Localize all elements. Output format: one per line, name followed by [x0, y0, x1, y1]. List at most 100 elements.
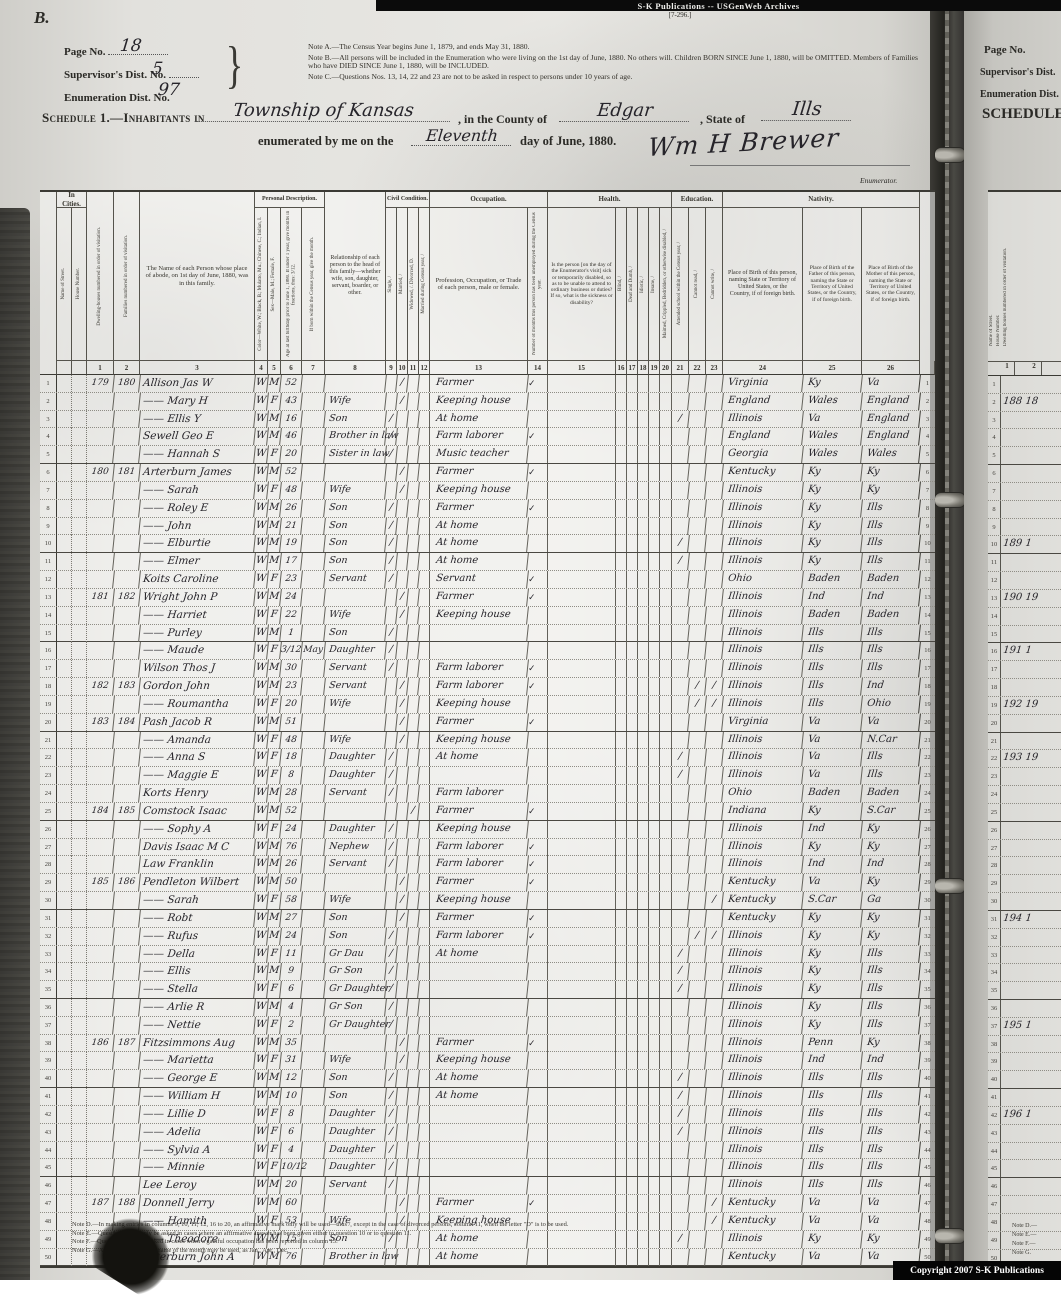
- column-number: 25: [803, 361, 862, 375]
- census-cell: 16: [280, 410, 303, 428]
- census-cell: [688, 1088, 707, 1106]
- census-cell: [627, 1016, 638, 1034]
- col-street: Name of Street.: [57, 208, 72, 361]
- next-page-sliver: [964, 0, 1061, 1280]
- census-cell: [660, 678, 672, 696]
- census-cell: ✓: [528, 571, 548, 589]
- page-no-rule: [108, 54, 169, 55]
- census-cell: [649, 1159, 660, 1177]
- census-cell: [113, 428, 141, 446]
- census-cell: [57, 1230, 72, 1248]
- census-cell: [671, 856, 690, 874]
- census-cell: [301, 820, 326, 838]
- col-sickness: Is the person [on the day of the Enumera…: [548, 208, 616, 361]
- census-cell: [419, 785, 430, 803]
- census-cell: [548, 713, 616, 731]
- census-cell: [301, 981, 326, 999]
- census-cell: /: [705, 695, 724, 713]
- census-cell: Ills: [861, 767, 921, 785]
- census-cell: Ills: [861, 981, 921, 999]
- census-cell: ✓: [528, 464, 548, 482]
- census-cell: [324, 464, 387, 482]
- census-cell: [649, 945, 660, 963]
- census-cell: [419, 1212, 430, 1230]
- census-cell: Farmer: [429, 464, 529, 482]
- census-table: In Cities. Name of Street. House Number.…: [40, 190, 935, 1269]
- census-cell: [638, 1105, 649, 1123]
- census-cell: 60: [280, 1195, 303, 1213]
- census-cell: /: [671, 945, 690, 963]
- census-cell: [649, 1123, 660, 1141]
- census-cell: Ky: [802, 517, 863, 535]
- census-cell: [671, 998, 690, 1016]
- census-cell: Ind: [861, 588, 921, 606]
- census-cell: [548, 856, 616, 874]
- census-cell: Ills: [802, 660, 863, 678]
- census-cell: [627, 1105, 638, 1123]
- census-cell: [660, 731, 672, 749]
- census-cell: 23: [280, 571, 303, 589]
- census-cell: 20: [40, 713, 57, 731]
- census-cell: 37: [40, 1016, 57, 1034]
- census-cell: [548, 624, 616, 642]
- census-cell: [616, 678, 627, 696]
- census-cell: 9: [925, 522, 930, 530]
- binding-post: [934, 147, 966, 163]
- page-no-label-text: Page No.: [64, 46, 106, 58]
- col-unemployed-label: Number of months this person has been un…: [532, 212, 543, 356]
- next-page-fragment: [1000, 822, 1004, 839]
- census-cell: Farmer: [429, 588, 529, 606]
- census-cell: [301, 1034, 326, 1052]
- census-cell: [419, 553, 430, 571]
- next-page-fragment: [1000, 1089, 1004, 1106]
- next-page-line-number: 18: [988, 679, 1001, 696]
- column-number: 16: [616, 361, 627, 375]
- census-cell: [616, 410, 627, 428]
- census-cell: At home: [429, 410, 529, 428]
- census-cell: [301, 874, 326, 892]
- census-cell: At home: [429, 517, 529, 535]
- census-cell: [548, 1141, 616, 1159]
- census-cell: 12: [924, 576, 931, 584]
- census-cell: [627, 1212, 638, 1230]
- census-cell: Virginia: [722, 713, 804, 731]
- census-cell: —— Amanda: [139, 731, 256, 749]
- census-cell: Illinois: [722, 517, 804, 535]
- census-cell: [705, 428, 724, 446]
- census-cell: Lee Leroy: [139, 1177, 256, 1195]
- census-cell: [660, 892, 672, 910]
- next-page-fragment: [1000, 1143, 1004, 1160]
- group-civil: Civil Condition.: [386, 192, 430, 208]
- census-cell: [671, 1159, 690, 1177]
- census-cell: [671, 660, 690, 678]
- col-cannot-write-label: Cannot write, /: [711, 269, 717, 299]
- census-cell: 18: [280, 749, 303, 767]
- census-cell: [324, 588, 387, 606]
- next-page-row: 29: [988, 875, 1061, 894]
- census-cell: [627, 838, 638, 856]
- census-cell: [671, 1177, 690, 1195]
- census-cell: Gr Daughter: [324, 1016, 390, 1034]
- copyright-bar: Copyright 2007 S-K Publications: [893, 1261, 1061, 1280]
- census-cell: Illinois: [722, 820, 804, 838]
- census-cell: [688, 517, 707, 535]
- census-cell: [407, 535, 420, 553]
- census-cell: [548, 1016, 616, 1034]
- census-cell: ✓: [528, 909, 548, 927]
- census-cell: Ills: [802, 1070, 863, 1088]
- census-cell: Illinois: [722, 838, 804, 856]
- census-row: 28 Law Franklin W M 26 Servant / Farm laborer ✓ I…: [40, 856, 935, 875]
- census-cell: [407, 499, 420, 517]
- census-cell: [548, 945, 616, 963]
- census-cell: [57, 571, 72, 589]
- next-page-line-number: 46: [988, 1178, 1001, 1196]
- census-cell: 76: [280, 838, 303, 856]
- census-cell: 1: [280, 624, 303, 642]
- census-cell: [419, 678, 430, 696]
- census-cell: [407, 678, 420, 696]
- census-cell: [548, 517, 616, 535]
- census-cell: [627, 481, 638, 499]
- col-insane: Insane, /: [649, 208, 660, 361]
- census-cell: [419, 856, 430, 874]
- census-cell: England: [722, 428, 804, 446]
